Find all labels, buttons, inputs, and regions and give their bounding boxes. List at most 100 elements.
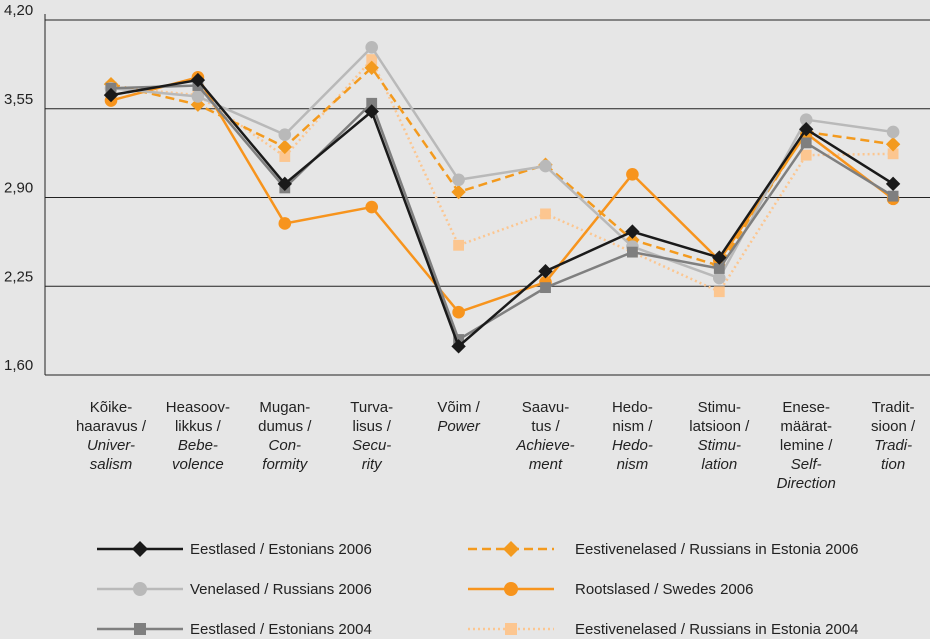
marker — [451, 184, 466, 200]
legend-marker — [133, 582, 147, 596]
x-tick-label: haaravus / — [76, 418, 147, 435]
marker — [364, 60, 379, 75]
marker — [799, 113, 813, 126]
marker — [713, 271, 726, 285]
x-tick-label: Turva- — [350, 399, 393, 416]
x-tick-label: Achieve- — [515, 437, 574, 454]
marker — [627, 246, 638, 258]
marker — [277, 139, 292, 155]
series-line — [110, 57, 894, 294]
marker — [103, 87, 119, 103]
x-tick-label: Power — [437, 418, 481, 435]
x-tick-label: Tradit- — [872, 399, 915, 416]
x-tick-label: nism — [617, 456, 649, 473]
x-tick-label: ment — [529, 456, 563, 473]
x-tick-label: Võim / — [437, 399, 480, 416]
x-tick-label: volence — [172, 456, 224, 473]
y-tick-label: 1,60 — [4, 357, 33, 374]
x-tick-label: lation — [701, 456, 737, 473]
x-tick-label: Univer- — [87, 437, 135, 454]
marker — [365, 41, 379, 54]
marker — [365, 200, 379, 214]
legend-label: Eestlased / Estonians 2006 — [190, 541, 372, 558]
legend-label: Venelased / Russians 2006 — [190, 581, 372, 598]
x-tick-label: Kõike- — [90, 399, 133, 416]
x-tick-label: Stimu- — [698, 437, 741, 454]
marker — [887, 190, 899, 202]
x-tick-label: Saavu- — [522, 399, 570, 416]
marker — [800, 137, 812, 149]
marker — [366, 54, 378, 65]
x-tick-label: Direction — [777, 475, 836, 492]
marker — [190, 72, 206, 88]
marker — [799, 122, 814, 137]
x-tick-label: salism — [90, 456, 133, 473]
x-tick-label: Stimu- — [698, 399, 741, 416]
series-line — [110, 84, 894, 342]
y-tick-label: 4,20 — [4, 2, 33, 19]
x-tick-label: tus / — [531, 418, 560, 435]
marker — [886, 125, 900, 139]
legend-label: Eestivenelased / Russians in Estonia 200… — [575, 541, 859, 558]
marker — [538, 264, 553, 279]
marker — [540, 282, 551, 294]
x-tick-label: määrat- — [780, 418, 832, 435]
x-tick-label: latsioon / — [689, 418, 750, 435]
x-tick-label: rity — [362, 456, 383, 473]
legend-marker — [504, 582, 518, 596]
marker — [452, 305, 465, 319]
marker — [713, 286, 725, 298]
marker — [626, 167, 639, 181]
marker — [885, 137, 901, 152]
marker — [453, 239, 464, 251]
legend-marker — [503, 541, 519, 557]
x-tick-label: tion — [881, 456, 905, 473]
marker — [451, 339, 466, 354]
legend-label: Eestivenelased / Russians in Estonia 200… — [575, 621, 859, 638]
legend-marker — [505, 623, 517, 635]
x-tick-label: Mugan- — [259, 399, 310, 416]
x-tick-label: lisus / — [353, 418, 392, 435]
y-tick-label: 2,90 — [4, 180, 33, 197]
marker — [278, 128, 292, 141]
x-tick-label: likkus / — [175, 418, 222, 435]
y-tick-label: 2,25 — [4, 268, 33, 285]
marker — [885, 176, 901, 192]
marker — [712, 250, 727, 265]
legend-marker — [132, 541, 148, 557]
y-tick-label: 3,55 — [4, 91, 33, 108]
marker — [452, 173, 465, 187]
x-tick-label: sioon / — [871, 418, 916, 435]
x-tick-label: Secu- — [352, 437, 391, 454]
x-tick-label: Self- — [791, 456, 822, 473]
x-tick-label: nism / — [612, 418, 653, 435]
x-tick-label: Hedo- — [612, 437, 653, 454]
x-tick-label: Hedo- — [612, 399, 653, 416]
marker — [278, 217, 292, 230]
marker — [191, 90, 205, 103]
x-tick-label: Bebe- — [178, 437, 218, 454]
x-tick-label: Tradi- — [874, 437, 912, 454]
marker — [366, 97, 378, 109]
series-line — [110, 45, 894, 280]
marker — [540, 208, 551, 220]
legend-label: Rootslased / Swedes 2006 — [575, 581, 753, 598]
x-tick-label: Con- — [269, 437, 302, 454]
legend-label: Eestlased / Estonians 2004 — [190, 621, 372, 638]
marker — [800, 149, 812, 161]
series-line — [110, 78, 894, 349]
marker — [713, 263, 725, 274]
x-tick-label: Enese- — [782, 399, 830, 416]
marker — [887, 148, 899, 160]
marker — [364, 104, 379, 119]
x-tick-label: lemine / — [780, 437, 833, 454]
x-tick-label: formity — [262, 456, 309, 473]
x-tick-label: dumus / — [258, 418, 312, 435]
marker — [279, 151, 291, 162]
x-tick-label: Heasoov- — [166, 399, 230, 416]
legend-marker — [134, 623, 146, 635]
marker — [539, 159, 552, 173]
marker — [625, 224, 640, 239]
